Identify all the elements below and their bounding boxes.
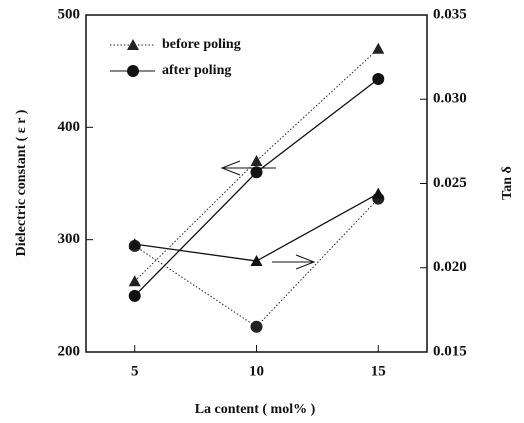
y-axis-label: Dielectric constant ( ε r ) <box>14 109 29 256</box>
y-tick-label: 200 <box>58 343 81 359</box>
y-tick-label: 300 <box>58 231 81 247</box>
series-line <box>134 193 379 262</box>
legend-label: before poling <box>162 37 241 52</box>
y-tick-label: 400 <box>58 119 81 135</box>
x-axis-label: La content ( mol% ) <box>195 402 316 417</box>
marker <box>128 238 141 250</box>
marker <box>372 42 385 54</box>
y2-tick-label: 0.035 <box>433 6 467 22</box>
marker <box>250 166 263 179</box>
marker <box>250 155 263 167</box>
marker <box>127 65 139 77</box>
marker <box>372 187 385 199</box>
y2-tick-label: 0.030 <box>433 91 467 107</box>
y2-tick-label: 0.020 <box>433 259 467 275</box>
marker <box>250 255 263 267</box>
marker <box>128 289 141 302</box>
x-tick-label: 5 <box>131 363 139 379</box>
y2-tick-label: 0.015 <box>433 343 467 359</box>
y2-tick-label: 0.025 <box>433 175 467 191</box>
marker <box>128 275 141 287</box>
marker <box>127 39 139 50</box>
x-tick-label: 15 <box>371 363 386 379</box>
plot-frame <box>85 14 428 353</box>
marker <box>250 320 263 333</box>
legend-label: after poling <box>162 63 231 78</box>
left-arrow <box>220 160 276 176</box>
y2-axis-label: Tan δ <box>500 166 515 200</box>
right-arrow <box>272 254 316 270</box>
x-tick-label: 10 <box>249 363 264 379</box>
y-tick-label: 500 <box>58 6 81 22</box>
series-line <box>134 48 379 282</box>
marker <box>372 73 385 86</box>
